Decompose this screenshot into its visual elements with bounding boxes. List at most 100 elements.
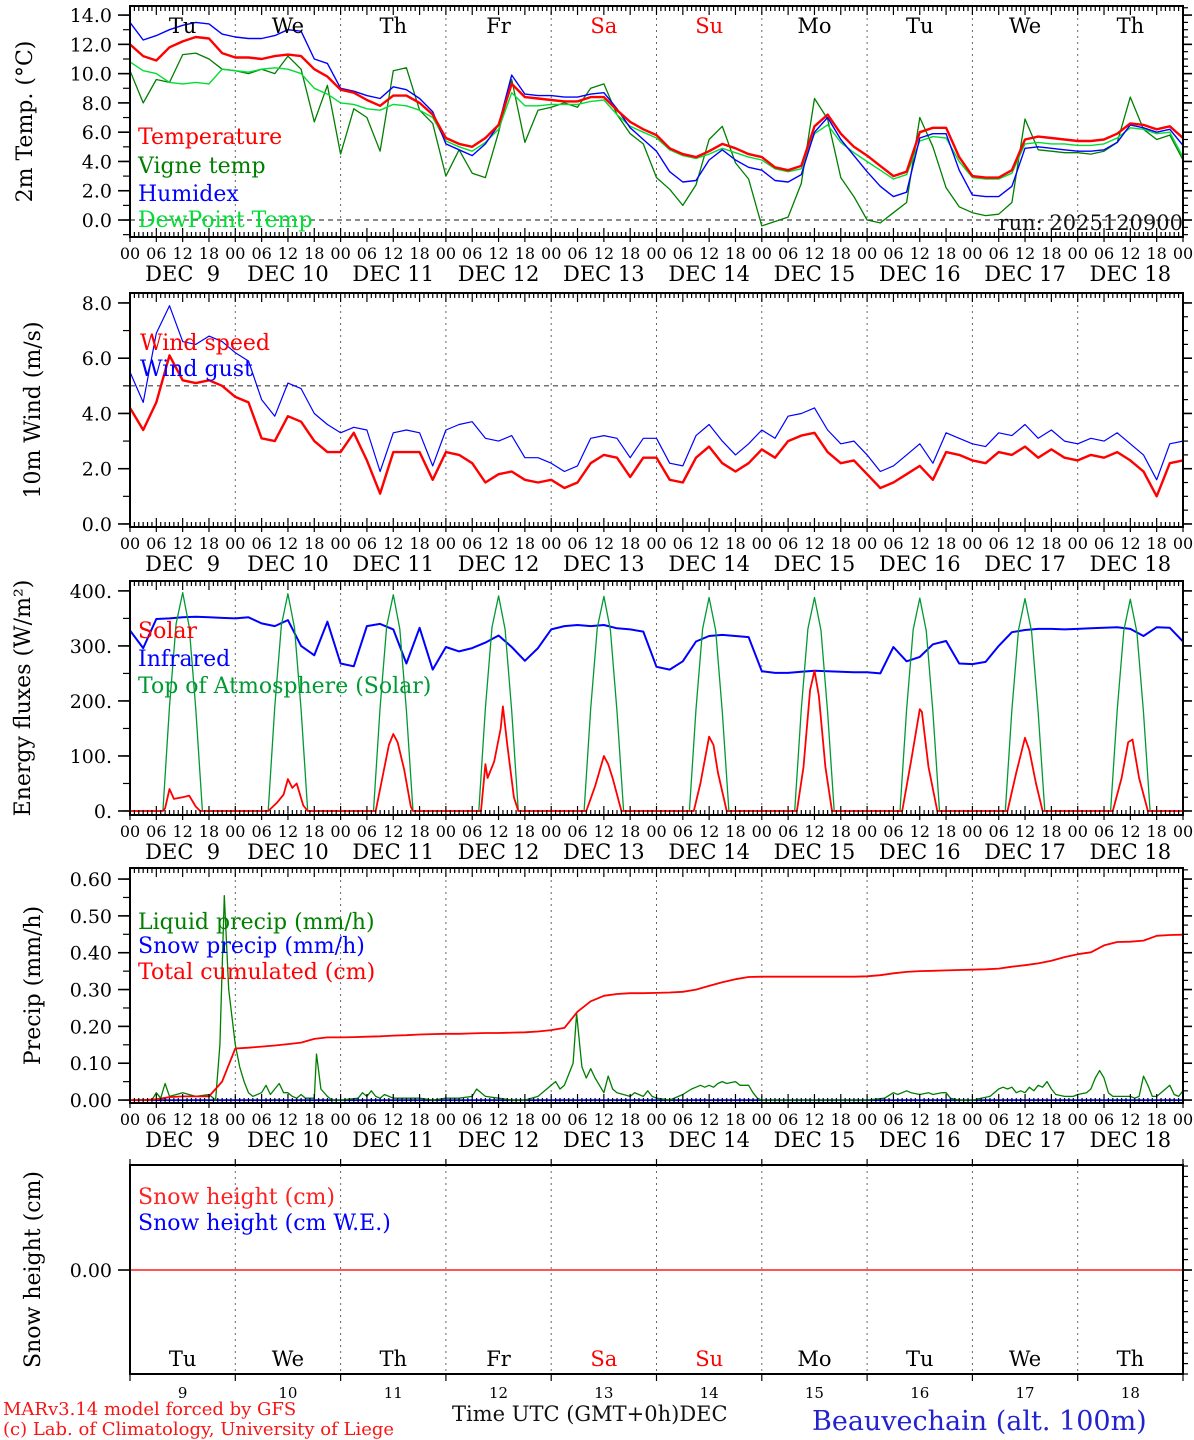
ytick-label: 0.60: [70, 869, 112, 891]
ytick-label: 0.10: [70, 1053, 112, 1075]
ytick-label: 0.: [94, 801, 112, 823]
hour-tick-label: 18: [515, 534, 535, 553]
hour-tick-label: 18: [936, 244, 956, 263]
date-label: DEC 10: [247, 262, 329, 286]
hour-tick-label: 12: [1015, 534, 1035, 553]
series-dewpoint-temp-line: [130, 61, 1183, 180]
date-label: DEC 10: [247, 552, 329, 576]
hour-tick-label: 00: [646, 534, 666, 553]
hour-tick-label: 00: [1173, 244, 1193, 263]
hour-tick-label: 06: [1094, 244, 1114, 263]
hour-tick-label: 00: [1068, 244, 1088, 263]
date-label: DEC 13: [563, 262, 645, 286]
day-name-label: Fr: [486, 14, 512, 38]
date-label: DEC 14: [668, 1128, 750, 1152]
hour-tick-label: 12: [804, 1110, 824, 1129]
hour-tick-label: 18: [409, 244, 429, 263]
day-number-label: 15: [805, 1384, 824, 1400]
date-label: DEC 17: [984, 262, 1066, 286]
date-label: DEC 18: [1090, 552, 1172, 576]
hour-tick-label: 18: [831, 534, 851, 553]
day-name-label: Tu: [169, 1347, 197, 1371]
day-number-label: 14: [700, 1384, 719, 1400]
hour-tick-label: 18: [199, 822, 219, 841]
ytick-label: 2.0: [82, 181, 112, 203]
hour-tick-label: 12: [278, 534, 298, 553]
hour-tick-label: 12: [488, 534, 508, 553]
day-number-label: 13: [594, 1384, 613, 1400]
date-label: DEC 10: [247, 1128, 329, 1152]
date-label: DEC 16: [879, 552, 961, 576]
date-label: DEC 15: [774, 552, 856, 576]
ylabel-precip: Precip (mm/h): [21, 906, 46, 1065]
hour-tick-label: 18: [199, 1110, 219, 1129]
ytick-label: 12.0: [70, 34, 112, 56]
day-name-label: Su: [695, 14, 723, 38]
hour-tick-label: 12: [383, 1110, 403, 1129]
hour-tick-label: 18: [620, 1110, 640, 1129]
panel-wind: 0.0 2.0 4.0 6.0 8.0 10m Wind (m/s) 00 06 12 18 00 0…: [21, 292, 1193, 576]
hour-tick-label: 12: [910, 1110, 930, 1129]
hour-tick-label: 00: [646, 1110, 666, 1129]
hour-tick-label: 00: [436, 534, 456, 553]
series-wind-gust-line: [130, 305, 1183, 481]
hour-tick-label: 00: [752, 822, 772, 841]
date-label: DEC 12: [458, 552, 540, 576]
date-label: DEC 11: [352, 1128, 434, 1152]
day-name-label: Mo: [797, 14, 831, 38]
hour-tick-label: 06: [989, 1110, 1009, 1129]
legend-snow-0: Snow height (cm): [138, 1185, 335, 1210]
hour-tick-label: 06: [146, 244, 166, 263]
hour-tick-label: 00: [225, 1110, 245, 1129]
hour-tick-label: 06: [357, 244, 377, 263]
date-label: DEC 11: [352, 840, 434, 864]
series-temperature-line: [130, 35, 1183, 179]
hour-tick-label: 18: [1041, 244, 1061, 263]
legend-precip-1: Snow precip (mm/h): [138, 934, 365, 959]
hour-tick-label: 18: [515, 1110, 535, 1129]
hour-tick-label: 12: [1120, 1110, 1140, 1129]
date-label: DEC 12: [458, 1128, 540, 1152]
ylabel-snow: Snow height (cm): [21, 1171, 46, 1368]
hour-tick-label: 00: [541, 244, 561, 263]
hour-tick-label: 18: [1146, 244, 1166, 263]
hour-tick-label: 12: [172, 1110, 192, 1129]
ytick-label: 8.0: [82, 93, 112, 115]
hour-tick-label: 18: [409, 822, 429, 841]
series-wind-speed-line: [130, 354, 1183, 498]
date-label: DEC 13: [563, 840, 645, 864]
date-label: DEC 18: [1090, 1128, 1172, 1152]
hour-tick-label: 12: [172, 822, 192, 841]
day-name-label: We: [272, 14, 304, 38]
hour-tick-label: 06: [357, 822, 377, 841]
legend-energy-0: Solar: [138, 619, 197, 644]
hour-tick-label: 12: [278, 822, 298, 841]
hour-tick-label: 00: [120, 1110, 140, 1129]
ylabel-temperature: 2m Temp. (°C): [13, 41, 38, 203]
hour-tick-label: 12: [699, 244, 719, 263]
ytick-label: 0.40: [70, 943, 112, 965]
station-label: Beauvechain (alt. 100m): [812, 1406, 1147, 1437]
axis-ticks: [118, 1159, 1192, 1381]
day-name-label: Fr: [486, 1347, 512, 1371]
hour-tick-label: 18: [515, 822, 535, 841]
hour-tick-label: 00: [962, 534, 982, 553]
series-humidex-line: [130, 21, 1183, 198]
ytick-label: 200.: [70, 691, 112, 713]
axis-ticks: [118, 6, 1192, 242]
hour-tick-label: 06: [146, 1110, 166, 1129]
date-label: DEC 18: [1090, 262, 1172, 286]
legend-temperature-1: Vigne temp: [137, 154, 266, 179]
legend-energy-1: Infrared: [138, 647, 230, 672]
hour-tick-label: 00: [120, 822, 140, 841]
hour-tick-label: 06: [1094, 1110, 1114, 1129]
date-label: DEC 12: [458, 262, 540, 286]
ytick-label: 14.0: [70, 5, 112, 27]
hour-tick-label: 18: [304, 1110, 324, 1129]
day-name-label: Sa: [590, 1347, 617, 1371]
hour-tick-label: 18: [831, 244, 851, 263]
day-number-label: 16: [910, 1384, 929, 1400]
day-number-label: 10: [278, 1384, 297, 1400]
hour-tick-label: 06: [989, 244, 1009, 263]
